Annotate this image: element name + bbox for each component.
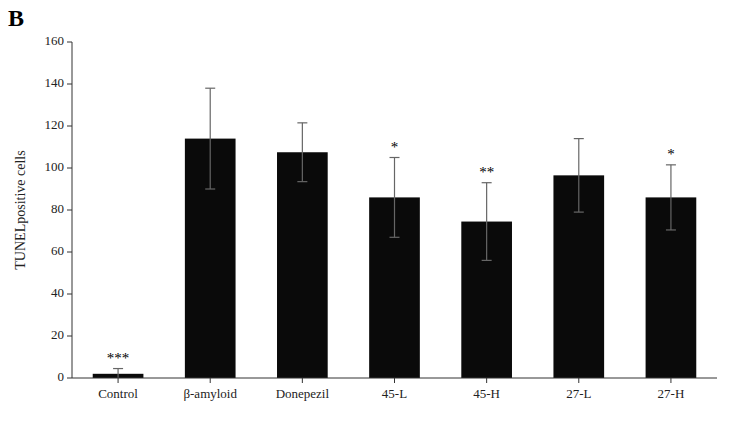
y-tick-label: 120 — [45, 117, 65, 132]
y-axis-label: TUNELpositive cells — [13, 150, 28, 269]
y-tick — [67, 168, 72, 169]
error-cap — [390, 157, 400, 158]
x-tick — [210, 378, 211, 383]
error-bar — [390, 158, 400, 238]
y-tick-label: 80 — [51, 201, 64, 216]
error-cap — [666, 164, 676, 165]
y-tick-label: 20 — [51, 327, 64, 342]
y-tick — [67, 378, 72, 379]
x-tick — [578, 378, 579, 383]
significance-label: *** — [107, 350, 130, 366]
y-tick-label: 160 — [45, 33, 65, 48]
x-tick-label: Donepezil — [276, 386, 330, 401]
y-tick-label: 0 — [58, 369, 65, 384]
y-tick-label: 140 — [45, 75, 65, 90]
chart-container: 0 20 40 60 80 100 120 140 160 Control β-amyloid Don… — [0, 0, 739, 430]
x-tick — [394, 378, 395, 383]
significance-label: ** — [479, 164, 494, 180]
x-tick — [486, 378, 487, 383]
error-stem — [670, 165, 671, 230]
y-tick — [67, 84, 72, 85]
x-axis: Control β-amyloid Donepezil 45-L 45-H 27-L 27-… — [98, 378, 684, 401]
y-tick — [67, 42, 72, 43]
error-bar — [574, 139, 584, 213]
error-cap — [666, 229, 676, 230]
error-bar — [113, 369, 123, 378]
error-cap — [390, 237, 400, 238]
y-tick — [67, 210, 72, 211]
error-stem — [578, 139, 579, 213]
bar — [277, 152, 328, 378]
y-axis-line — [72, 42, 73, 378]
y-tick-label: 100 — [45, 159, 65, 174]
error-cap — [574, 212, 584, 213]
error-cap — [113, 368, 123, 369]
page: {"chart_data": {"type": "bar", "title": … — [0, 0, 739, 430]
significance-label: * — [391, 139, 399, 155]
x-tick-label: 27-L — [566, 386, 591, 401]
x-tick-label: β-amyloid — [183, 386, 237, 401]
error-cap — [297, 181, 307, 182]
error-cap — [205, 88, 215, 89]
x-tick — [302, 378, 303, 383]
error-bar — [666, 165, 676, 230]
y-tick — [67, 126, 72, 127]
x-tick — [670, 378, 671, 383]
x-tick-label: 45-L — [382, 386, 407, 401]
error-stem — [210, 88, 211, 189]
error-bar — [297, 123, 307, 182]
y-tick — [67, 336, 72, 337]
error-bar — [482, 183, 492, 261]
error-cap — [297, 122, 307, 123]
y-tick — [67, 294, 72, 295]
error-stem — [394, 158, 395, 238]
error-cap — [482, 260, 492, 261]
annotations: ******* — [107, 139, 675, 366]
y-tick — [67, 252, 72, 253]
error-stem — [486, 183, 487, 261]
error-cap — [205, 188, 215, 189]
error-bars — [113, 88, 676, 378]
y-axis: 0 20 40 60 80 100 120 140 160 — [45, 33, 73, 384]
error-cap — [574, 138, 584, 139]
x-tick — [118, 378, 119, 383]
y-tick-label: 40 — [51, 285, 64, 300]
chart-svg: 0 20 40 60 80 100 120 140 160 Control β-amyloid Don… — [0, 0, 739, 430]
error-cap — [482, 182, 492, 183]
x-tick-label: 27-H — [658, 386, 685, 401]
bars — [93, 139, 697, 378]
x-tick-label: 45-H — [473, 386, 500, 401]
error-stem — [117, 369, 118, 378]
error-bar — [205, 88, 215, 189]
x-tick-label: Control — [98, 386, 138, 401]
significance-label: * — [667, 146, 675, 162]
y-tick-label: 60 — [51, 243, 64, 258]
error-stem — [302, 123, 303, 182]
panel-label: B — [8, 5, 24, 31]
